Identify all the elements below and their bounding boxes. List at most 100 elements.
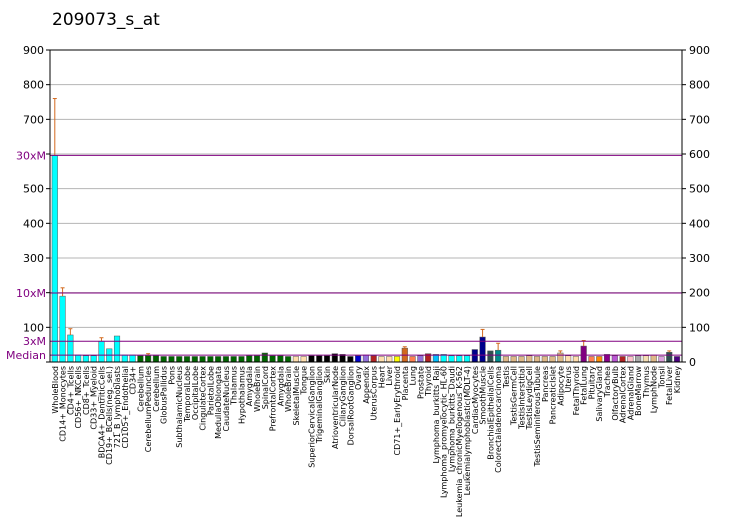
x-tick-label: SkeletalMuscle — [292, 366, 301, 426]
x-tick-label: CD71+_EarlyErythroid — [393, 366, 402, 455]
x-tick-label: Lung — [409, 366, 418, 386]
bar — [642, 355, 649, 363]
x-tick-label: Ovary — [354, 366, 363, 390]
bar — [495, 349, 502, 363]
bar — [541, 356, 548, 363]
x-tick-label: FetalThyroid — [572, 366, 581, 415]
bar — [619, 356, 626, 363]
y-tick-label-right: 200 — [689, 287, 710, 300]
bar — [417, 355, 424, 363]
bar — [456, 355, 463, 363]
bar — [308, 355, 315, 363]
bar — [277, 355, 284, 363]
bar — [448, 355, 455, 363]
bar — [572, 356, 579, 363]
x-tick-label: AtrioventricularNode — [331, 366, 340, 449]
bar — [285, 356, 292, 363]
bar — [378, 356, 385, 363]
x-tick-label: Appendix — [362, 366, 371, 404]
x-tick-label: Adipocyte — [556, 366, 565, 406]
bar — [588, 356, 595, 363]
bar — [145, 355, 152, 363]
x-tick-label: Thalamus — [230, 366, 239, 406]
bar — [650, 354, 657, 363]
bar — [246, 355, 253, 363]
bar — [580, 345, 587, 363]
x-tick-label: SalivaryGland — [595, 366, 604, 422]
bar — [393, 356, 401, 363]
x-tick-label: CiliaryGanglion — [339, 366, 348, 427]
x-tick-label: MedullaOblongata — [214, 366, 223, 439]
x-tick-label: DorsalRootGanglion — [346, 366, 355, 445]
x-tick-label: Lymphoma_burkitts_Raji — [432, 366, 441, 463]
bar — [82, 355, 89, 363]
x-tick-label: CD19+_BCells(neg._sel.) — [105, 366, 114, 465]
chart-title: 209073_s_at — [52, 10, 160, 30]
y-tick-label-left: 700 — [23, 113, 44, 126]
x-tick-label: AdrenalCortex — [619, 366, 628, 423]
bar — [666, 352, 673, 363]
x-tick-label: Pituitary — [587, 366, 596, 400]
x-tick-label: TestisLeydigCell — [525, 366, 534, 430]
y-tick-label-right: 100 — [689, 321, 710, 334]
x-tick-label: CingulateCortex — [199, 366, 208, 431]
bar — [98, 340, 105, 363]
reference-line-label: 3xM — [23, 335, 46, 348]
y-tick-label-left: 400 — [23, 217, 44, 230]
bar — [355, 355, 362, 363]
x-tick-label: Liver — [385, 365, 394, 385]
bar — [75, 354, 82, 363]
x-tick-label: OlfactoryBulb — [611, 366, 620, 421]
bar — [596, 356, 603, 363]
x-tick-label: PancreaticIslet — [549, 366, 558, 424]
x-tick-label: SpinalCord — [261, 366, 270, 409]
bar — [316, 355, 323, 363]
x-tick-label: GlobusPallidus — [160, 366, 169, 424]
y-tick-label-right: 700 — [689, 113, 710, 126]
bar — [658, 356, 665, 363]
x-tick-label: CardiacMyocytes — [471, 366, 480, 434]
x-tick-label: OccipitalLobe — [191, 366, 200, 420]
x-tick-label: CD33+_Myeloid — [90, 366, 99, 430]
bar — [370, 355, 377, 363]
x-tick-label: BoneMarrow — [634, 366, 643, 416]
bar — [565, 355, 572, 363]
y-tick-label-right: 0 — [689, 356, 696, 369]
reference-line-label: 10xM — [16, 287, 46, 300]
bar — [207, 356, 214, 363]
x-tick-label: Cerebellum — [152, 366, 161, 412]
x-tick-label: CD34+ — [129, 366, 138, 395]
y-tick-label-right: 600 — [689, 148, 710, 161]
y-tick-label-left: 800 — [23, 79, 44, 92]
bar — [51, 155, 58, 363]
x-tick-label: Colorectaladenocarcinoma — [494, 366, 503, 473]
x-tick-label: Uterus — [564, 366, 573, 392]
y-tick-label-left: 500 — [23, 183, 44, 196]
y-tick-label-right: 500 — [689, 183, 710, 196]
x-tick-label: Thymus — [642, 366, 651, 399]
bar — [269, 355, 276, 363]
bar — [176, 356, 183, 363]
x-tick-label: Amygdala — [245, 366, 254, 406]
x-tick-label: BronchialEpithelialCells — [486, 366, 495, 460]
bar — [386, 356, 393, 363]
x-tick-label: WholeBrain — [284, 366, 293, 412]
bar — [160, 356, 167, 363]
reference-line-label: Median — [6, 349, 46, 362]
x-tick-label: FetalLiver — [665, 365, 674, 405]
x-tick-label: Leukemia_chronicMyelogenous_K-562 — [455, 366, 464, 517]
bar — [121, 354, 128, 363]
bar — [230, 356, 237, 363]
bar — [215, 356, 222, 363]
x-tick-label: Hypothalamus — [237, 366, 246, 424]
x-tick-label: CD14+_Monocytes — [59, 366, 68, 442]
bar — [191, 356, 198, 363]
x-tick-label: TestisInterstitial — [517, 366, 526, 430]
bar — [526, 355, 533, 363]
x-tick-label: BDCA4+_DentriticCells — [97, 366, 106, 458]
bar — [113, 335, 121, 363]
bar — [253, 355, 261, 363]
x-tick-label: UterusCorpus — [370, 366, 379, 421]
x-tick-label: Kidney — [673, 366, 682, 394]
